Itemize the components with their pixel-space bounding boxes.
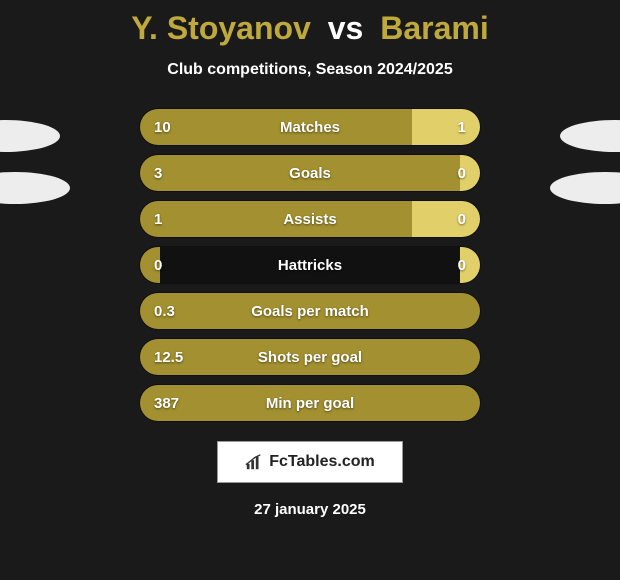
fctables-logo: FcTables.com — [217, 441, 403, 483]
stat-row: 0.3Goals per match — [140, 293, 480, 329]
stat-label: Min per goal — [140, 385, 480, 421]
stat-label: Shots per goal — [140, 339, 480, 375]
stat-value-right: 0 — [458, 201, 466, 237]
date-label: 27 january 2025 — [0, 501, 620, 518]
right-decorative-shapes — [510, 120, 620, 224]
chart-icon — [245, 453, 263, 471]
logo-text: FcTables.com — [269, 453, 375, 471]
stat-value-right: 1 — [458, 109, 466, 145]
stat-row: 1Assists0 — [140, 201, 480, 237]
subtitle: Club competitions, Season 2024/2025 — [0, 61, 620, 79]
stat-label: Matches — [140, 109, 480, 145]
vs-separator: vs — [328, 10, 364, 46]
stat-row: 0Hattricks0 — [140, 247, 480, 283]
stat-row: 3Goals0 — [140, 155, 480, 191]
stat-label: Goals — [140, 155, 480, 191]
player2-name: Barami — [380, 10, 489, 46]
stat-value-right: 0 — [458, 247, 466, 283]
left-decorative-shapes — [0, 120, 110, 224]
ellipse-decoration — [0, 172, 70, 204]
comparison-title: Y. Stoyanov vs Barami — [0, 0, 620, 47]
ellipse-decoration — [560, 120, 620, 152]
ellipse-decoration — [550, 172, 620, 204]
player1-name: Y. Stoyanov — [131, 10, 311, 46]
stat-label: Goals per match — [140, 293, 480, 329]
stat-row: 12.5Shots per goal — [140, 339, 480, 375]
stat-row: 387Min per goal — [140, 385, 480, 421]
stat-row: 10Matches1 — [140, 109, 480, 145]
stat-label: Assists — [140, 201, 480, 237]
ellipse-decoration — [0, 120, 60, 152]
stat-value-right: 0 — [458, 155, 466, 191]
stat-label: Hattricks — [140, 247, 480, 283]
